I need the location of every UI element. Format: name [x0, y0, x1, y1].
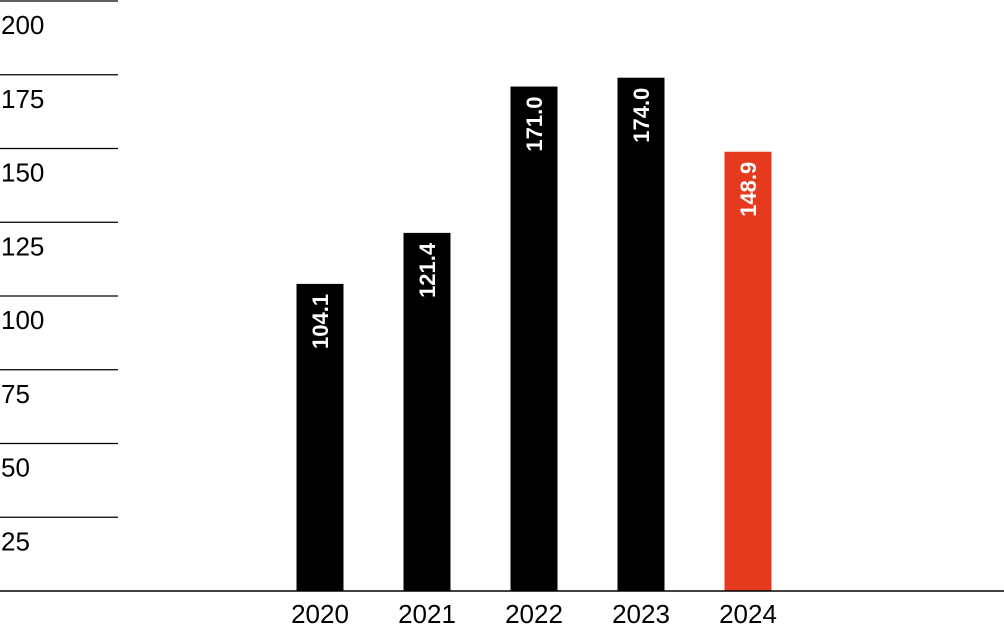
y-tick-label: 200 — [1, 10, 44, 40]
y-tick-label: 50 — [1, 453, 30, 483]
y-tick-label: 100 — [1, 305, 44, 335]
x-tick-label: 2024 — [719, 599, 777, 625]
x-tick-label: 2020 — [291, 599, 349, 625]
bar-2023 — [617, 77, 665, 591]
x-tick-label: 2022 — [505, 599, 563, 625]
data-label-2022: 171.0 — [522, 97, 547, 152]
gridlines — [0, 0, 118, 518]
data-label-2023: 174.0 — [629, 88, 654, 143]
y-tick-label: 75 — [1, 379, 30, 409]
data-label-2020: 104.1 — [308, 294, 333, 349]
x-tick-label: 2023 — [612, 599, 670, 625]
y-tick-label: 175 — [1, 84, 44, 114]
bars — [296, 77, 772, 592]
bar-2024 — [724, 151, 772, 591]
y-tick-label: 25 — [1, 526, 30, 556]
y-tick-label: 125 — [1, 231, 44, 261]
bar-2020 — [296, 283, 344, 591]
data-label-2021: 121.4 — [415, 242, 440, 298]
y-tick-label: 150 — [1, 158, 44, 188]
data-label-2024: 148.9 — [736, 162, 761, 217]
x-axis-ticks: 2020 2021 2022 2023 2024 — [291, 599, 777, 625]
bar-2022 — [510, 86, 558, 592]
bar-2021 — [403, 232, 451, 591]
x-tick-label: 2021 — [398, 599, 456, 625]
y-axis-ticks: 25 50 75 100 125 150 175 200 — [1, 10, 44, 556]
data-labels: 104.1 121.4 171.0 174.0 148.9 — [308, 88, 761, 349]
